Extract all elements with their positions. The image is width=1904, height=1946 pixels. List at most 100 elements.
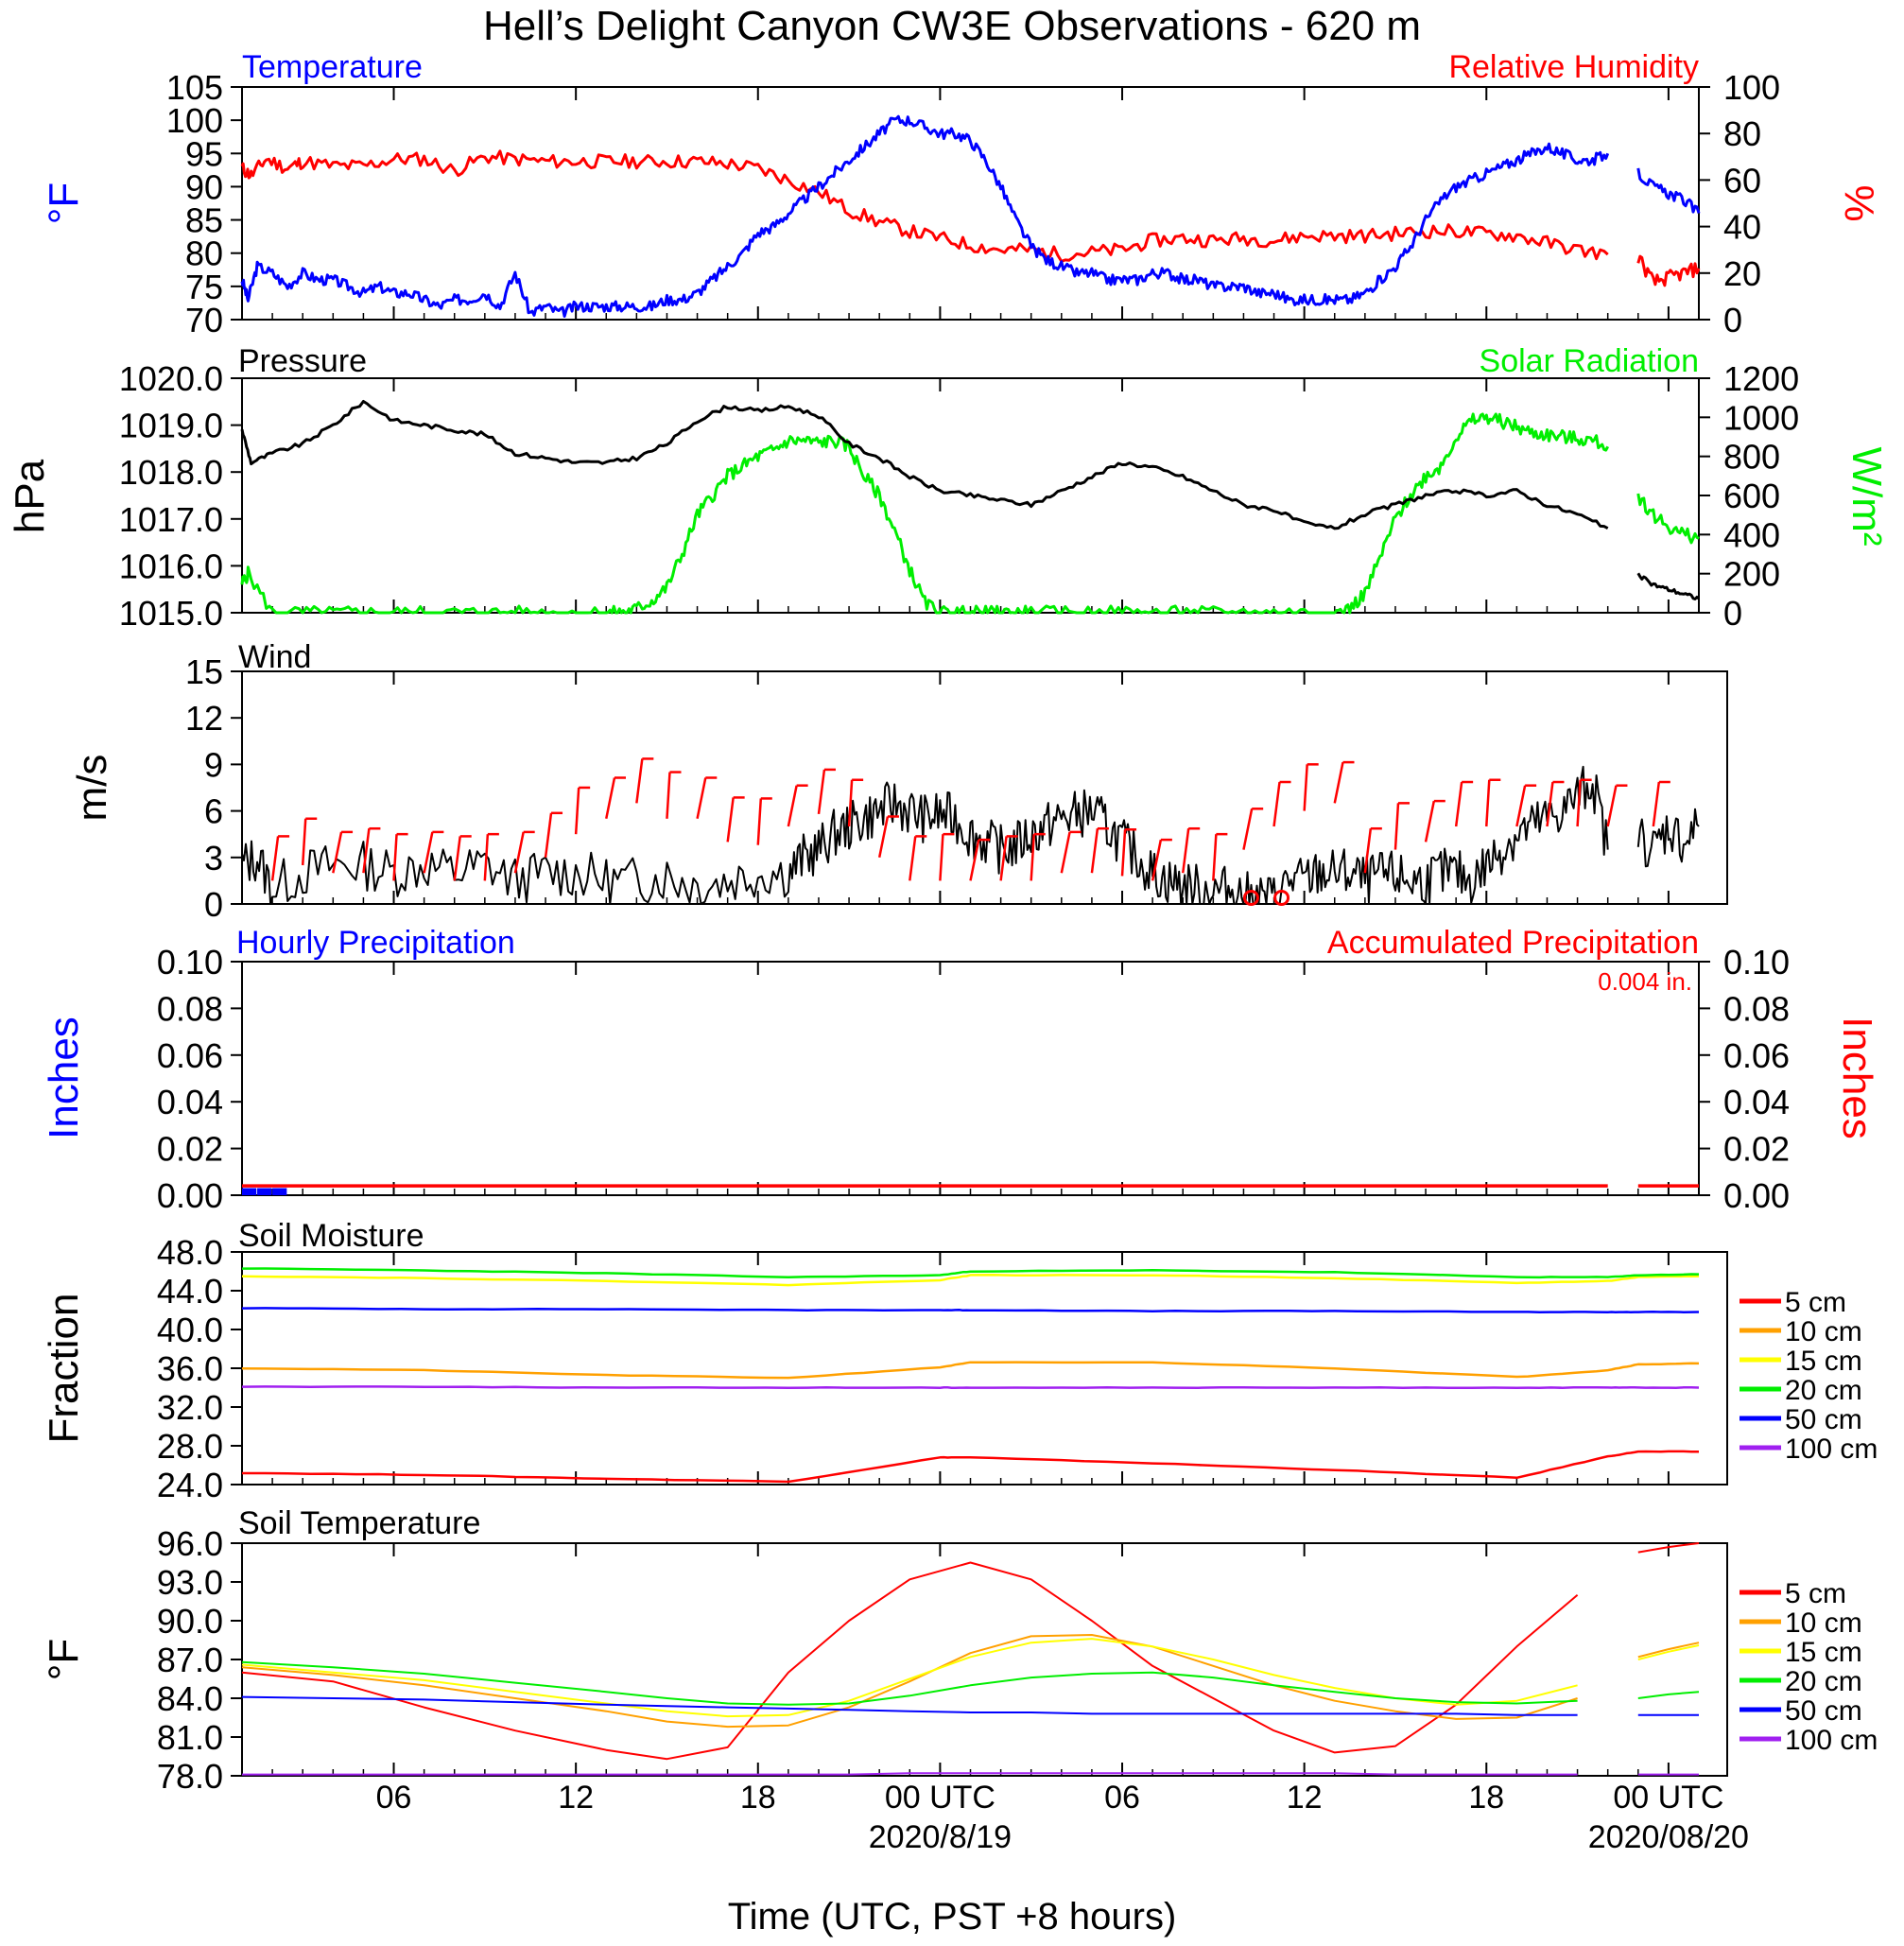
wind-barb — [1090, 828, 1099, 874]
soilm-y-tick-label: 48.0 — [157, 1233, 223, 1272]
wind-barb — [1151, 839, 1163, 881]
wind-y-tick-label: 6 — [204, 792, 223, 831]
soilm-y-tick-label: 32.0 — [157, 1388, 223, 1427]
soil-moisture-line — [241, 1267, 1700, 1279]
temp-y-tick-label: 90 — [185, 167, 223, 206]
wind-barb — [513, 831, 525, 874]
wind-barb — [1181, 828, 1190, 874]
wind-barb — [726, 797, 735, 843]
accum-y2-tick-label: 0.08 — [1723, 989, 1790, 1028]
press-y-tick-label: 1020.0 — [119, 359, 223, 398]
wind-barb — [1363, 828, 1373, 874]
temp-y-tick-label: 95 — [185, 134, 223, 173]
wind-barb — [877, 816, 890, 859]
soil-moisture-line — [242, 1450, 1699, 1484]
precip-y-tick-label: 0.04 — [157, 1083, 223, 1121]
soil-temperature-title: Soil Temperature — [238, 1505, 480, 1541]
accum-y2-tick-label: 0.02 — [1723, 1130, 1790, 1169]
soilt-legend-label: 5 cm — [1785, 1578, 1846, 1609]
soil-moisture-y-label: Fraction — [41, 1294, 87, 1444]
wind-barb — [392, 834, 398, 881]
soil-temperature-y-label: °F — [41, 1639, 87, 1680]
temp-y-tick-label: 80 — [185, 235, 223, 273]
wind-barb — [1606, 785, 1618, 827]
soilt-legend-label: 10 cm — [1785, 1607, 1862, 1639]
accum-precip-total: 0.004 in. — [1598, 967, 1692, 996]
wind-barb — [362, 828, 371, 874]
pressure-y-label: hPa — [7, 459, 53, 533]
wind-barb — [1272, 781, 1281, 827]
pressure-panel-title: Pressure — [238, 343, 367, 379]
rh-y2-tick-label: 40 — [1723, 208, 1761, 247]
soilt-legend-label: 15 cm — [1785, 1637, 1862, 1668]
wind-barb — [666, 772, 671, 819]
wind-barb — [453, 836, 461, 881]
soil-temperature-line — [241, 1542, 1700, 1761]
rh-y2-tick-label: 20 — [1723, 254, 1761, 293]
accum-precip-title: Accumulated Precipitation — [1327, 925, 1699, 961]
soilt-legend-label: 20 cm — [1785, 1666, 1862, 1697]
rh-y2-tick-label: 60 — [1723, 161, 1761, 200]
accum-y2-tick-label: 0.10 — [1723, 943, 1790, 982]
x-tick-label: 18 — [1468, 1780, 1504, 1816]
precip-y-tick-label: 0.00 — [157, 1176, 223, 1215]
press-y-tick-label: 1015.0 — [119, 594, 223, 633]
temp-y-tick-label: 105 — [166, 68, 223, 107]
accum-y2-tick-label: 0.06 — [1723, 1036, 1790, 1075]
wind-barb — [301, 818, 307, 866]
calm-wind-circle — [1273, 889, 1290, 906]
x-axis-label: Time (UTC, PST +8 hours) — [728, 1896, 1177, 1937]
wind-y-tick-label: 9 — [204, 745, 223, 784]
soil-temperature-line — [241, 1638, 1700, 1718]
solar-y2-tick-label: 800 — [1723, 438, 1780, 477]
precip-y-label: Inches — [41, 1016, 87, 1139]
soil-moisture-line — [241, 1307, 1700, 1314]
wind-barb — [1485, 779, 1491, 827]
wind-barb — [635, 758, 644, 804]
temp-y-tick-label: 85 — [185, 201, 223, 240]
soilm-y-tick-label: 24.0 — [157, 1466, 223, 1504]
soil-temperature-line — [241, 1695, 1699, 1716]
wind-y-tick-label: 12 — [185, 699, 223, 738]
hourly-precip-bar — [272, 1188, 287, 1195]
x-tick-label: 18 — [740, 1780, 776, 1816]
precip-y-tick-label: 0.10 — [157, 943, 223, 982]
soil-moisture-line — [241, 1385, 1700, 1389]
wind-barb — [1242, 808, 1254, 850]
solar-y2-tick-label: 1000 — [1723, 398, 1799, 437]
solar-y2-tick-label: 1200 — [1723, 359, 1799, 398]
rh-y-label: % — [1836, 184, 1882, 221]
soilm-legend-label: 10 cm — [1785, 1316, 1862, 1347]
precip-y-tick-label: 0.06 — [157, 1036, 223, 1075]
hourly-precip-title: Hourly Precipitation — [236, 925, 515, 961]
wind-barb — [544, 812, 553, 858]
wind-barb — [1393, 803, 1400, 850]
wind-y-label: m/s — [69, 755, 115, 822]
wind-barb — [847, 779, 854, 827]
soil-moisture-line — [241, 1361, 1700, 1380]
temp-y-tick-label: 100 — [166, 101, 223, 140]
wind-barb — [1303, 764, 1308, 811]
soilt-legend-label: 100 cm — [1785, 1725, 1878, 1756]
soilm-legend-label: 5 cm — [1785, 1287, 1846, 1318]
soilt-y-tick-label: 87.0 — [157, 1641, 223, 1679]
press-y-tick-label: 1017.0 — [119, 500, 223, 539]
wind-barb — [817, 769, 826, 815]
temp-series-line — [240, 114, 1701, 318]
soilm-y-tick-label: 44.0 — [157, 1272, 223, 1311]
wind-barb — [696, 777, 707, 820]
wind-barb — [939, 834, 944, 881]
wind-barb — [1212, 834, 1218, 881]
precip-y-tick-label: 0.08 — [157, 989, 223, 1028]
x-date-label: 2020/8/19 — [869, 1819, 1012, 1855]
accum-y-label: Inches — [1834, 1016, 1880, 1139]
wind-barb — [605, 777, 616, 820]
soilt-y-tick-label: 78.0 — [157, 1757, 223, 1796]
wind-barb — [483, 834, 490, 881]
soil-temperature-line — [242, 1772, 1699, 1776]
x-tick-label: 06 — [1104, 1780, 1140, 1816]
wind-barb — [1546, 781, 1554, 827]
wind-panel-title: Wind — [238, 639, 311, 675]
soilm-plot-frame — [241, 1251, 1728, 1486]
